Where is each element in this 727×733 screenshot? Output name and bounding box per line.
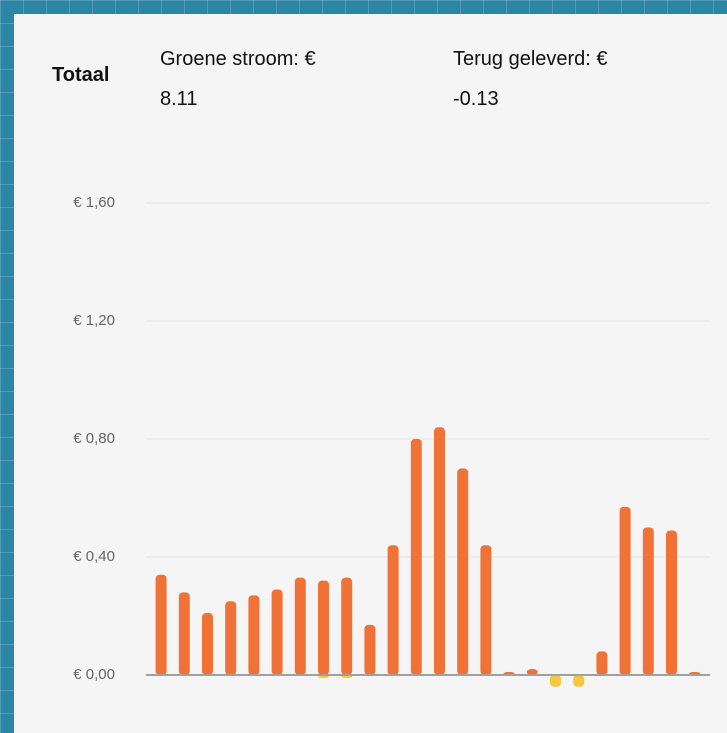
y-tick-label: € 0,00 [73,666,115,683]
y-tick-label: € 0,40 [73,548,115,565]
return-label: Terug geleverd: € [453,48,608,70]
bar [642,527,654,675]
return-value: -0.13 [453,88,499,110]
y-tick-label: € 0,80 [73,430,115,447]
title: Totaal [52,64,110,86]
bar [202,613,213,675]
bar [596,651,608,675]
bar [271,589,283,675]
bar [155,574,167,675]
bar [666,530,677,675]
bar [619,506,631,675]
y-tick-label: € 1,60 [73,194,115,211]
bar [364,624,376,675]
bar [410,439,422,675]
bar [294,577,306,675]
bar [178,592,190,675]
bar [248,595,260,675]
card: Totaal Groene stroom: € 8.11 Terug gelev… [14,14,727,733]
green-value: 8.11 [160,88,198,110]
bar [387,545,399,675]
bar [550,675,561,687]
bar [341,577,353,675]
bar [434,427,445,675]
bar [225,601,237,675]
green-label: Groene stroom: € [160,48,316,70]
bar [480,545,492,675]
bar [526,669,538,675]
y-tick-label: € 1,20 [73,312,115,329]
bar [573,675,585,687]
bar [457,468,469,675]
bar [318,580,329,675]
